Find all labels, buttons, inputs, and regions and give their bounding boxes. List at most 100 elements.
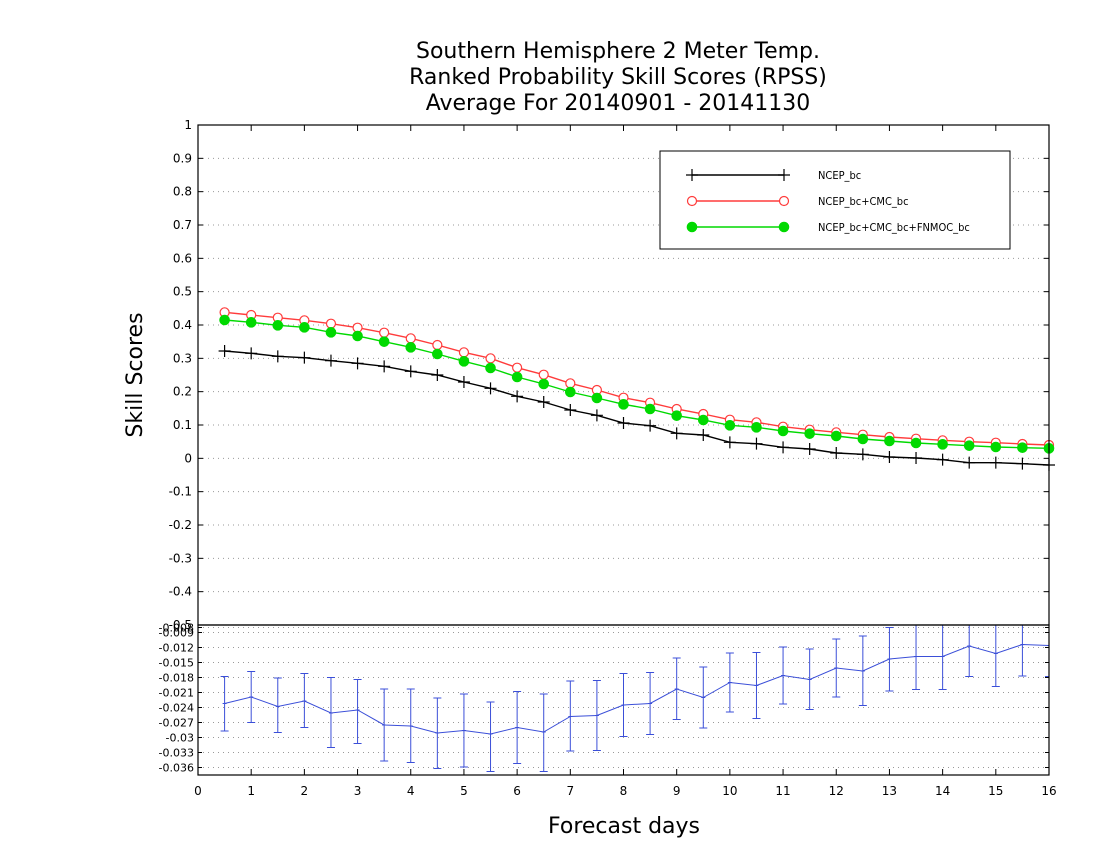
- y-tick-label: 0.5: [173, 285, 192, 299]
- y-tick-label: -0.036: [159, 762, 194, 775]
- y-tick-label: 0.8: [173, 185, 192, 199]
- series-1: [219, 307, 1055, 451]
- data-point: [830, 430, 842, 442]
- data-point: [432, 339, 443, 351]
- y-tick-label: -0.4: [169, 585, 192, 599]
- top-panel-series: [218, 307, 1055, 471]
- data-point: [404, 365, 417, 378]
- legend-label: NCEP_bc+CMC_bc: [818, 195, 909, 208]
- y-tick-label: -0.1: [169, 485, 192, 499]
- data-point: [686, 221, 698, 233]
- title-line-3: Average For 20140901 - 20141130: [426, 91, 811, 116]
- y-tick-label: -0.012: [159, 642, 194, 655]
- data-point: [830, 447, 843, 459]
- data-point: [686, 169, 698, 181]
- data-point: [245, 317, 257, 328]
- data-point: [565, 378, 576, 389]
- data-point: [271, 350, 284, 363]
- data-point: [644, 419, 657, 432]
- panel-frames: [197, 124, 1050, 776]
- data-point: [537, 396, 550, 408]
- y-tick-label: -0.018: [159, 672, 194, 685]
- y-tick-label: 0.3: [173, 351, 192, 365]
- legend-entry-1: NCEP_bc+CMC_bc: [686, 195, 909, 208]
- data-point: [378, 336, 390, 347]
- y-tick-label: -0.024: [159, 702, 194, 715]
- x-tick-label: 2: [301, 784, 309, 798]
- series-2: [219, 314, 1055, 454]
- data-point: [804, 428, 815, 439]
- data-point: [724, 420, 736, 431]
- x-tick-label: 14: [935, 784, 950, 798]
- data-point: [484, 382, 497, 395]
- y-tick-label: -0.03: [166, 732, 194, 745]
- data-point: [857, 433, 869, 445]
- y-tick-label: -0.015: [159, 657, 194, 670]
- data-point: [325, 318, 337, 329]
- x-tick-label: 8: [620, 784, 628, 798]
- data-point: [989, 456, 1002, 469]
- x-tick-label: 13: [882, 784, 897, 798]
- y-tick-label: -0.027: [159, 717, 194, 730]
- data-point: [298, 351, 311, 364]
- data-point: [511, 371, 523, 383]
- data-point: [778, 169, 790, 181]
- x-tick-label: 12: [829, 784, 844, 798]
- data-point: [458, 347, 470, 358]
- data-point: [1016, 457, 1029, 470]
- bottom-panel-series: [220, 625, 1049, 772]
- series-line: [224, 350, 1050, 466]
- data-point: [883, 451, 896, 463]
- chart-title: Southern Hemisphere 2 Meter Temp. Ranked…: [409, 39, 827, 116]
- data-point: [777, 441, 790, 454]
- y-axis-label: Skill Scores: [123, 312, 148, 437]
- data-point: [219, 314, 230, 326]
- data-point: [299, 322, 310, 333]
- data-point: [777, 425, 789, 437]
- y-tick-label: 1: [184, 118, 192, 132]
- x-tick-label: 4: [407, 784, 415, 798]
- x-tick-label: 10: [722, 784, 737, 798]
- y-tick-label: 0.6: [173, 251, 192, 265]
- y-tick-label: 0.7: [173, 218, 192, 232]
- data-point: [778, 195, 790, 207]
- y-tick-label: -0.021: [159, 687, 194, 700]
- data-point: [457, 376, 470, 388]
- bottom-panel-y-ticks: -0.008-0.009 -0.012 -0.015 -0.018 -0.021 -0.0…: [159, 622, 1049, 775]
- data-point: [458, 356, 470, 367]
- data-point: [697, 429, 710, 441]
- data-point: [485, 362, 496, 374]
- data-point: [272, 320, 284, 331]
- legend-entry-0: NCEP_bc: [686, 169, 861, 182]
- series-0: [218, 345, 1055, 471]
- data-point: [485, 353, 496, 364]
- data-point: [352, 330, 363, 342]
- data-point: [512, 362, 523, 373]
- data-point: [1017, 442, 1028, 453]
- x-tick-label: 16: [1041, 784, 1056, 798]
- data-point: [379, 327, 390, 338]
- series-line: [224, 319, 1050, 449]
- data-point: [405, 342, 417, 353]
- data-point: [591, 392, 603, 404]
- bottom-panel-frame: [197, 624, 1050, 776]
- y-tick-label: -0.009: [159, 627, 194, 640]
- x-tick-label: 3: [354, 784, 362, 798]
- x-axis-ticks: 0 1 2 3 4 5 6 7 8 9 10 11 12 13 14 15 16: [194, 125, 1057, 798]
- x-tick-label: 9: [673, 784, 681, 798]
- data-point: [405, 333, 416, 344]
- difference-line: [224, 643, 1049, 735]
- data-point: [803, 443, 816, 455]
- data-point: [856, 448, 869, 461]
- x-tick-label: 6: [513, 784, 521, 798]
- y-tick-label: -0.2: [169, 518, 192, 532]
- title-line-1: Southern Hemisphere 2 Meter Temp.: [416, 39, 820, 64]
- data-point: [778, 221, 790, 233]
- data-point: [431, 369, 444, 381]
- data-point: [351, 357, 364, 370]
- data-point: [750, 437, 763, 450]
- y-tick-label: -0.3: [169, 551, 192, 565]
- data-point: [617, 417, 630, 429]
- data-point: [963, 440, 975, 451]
